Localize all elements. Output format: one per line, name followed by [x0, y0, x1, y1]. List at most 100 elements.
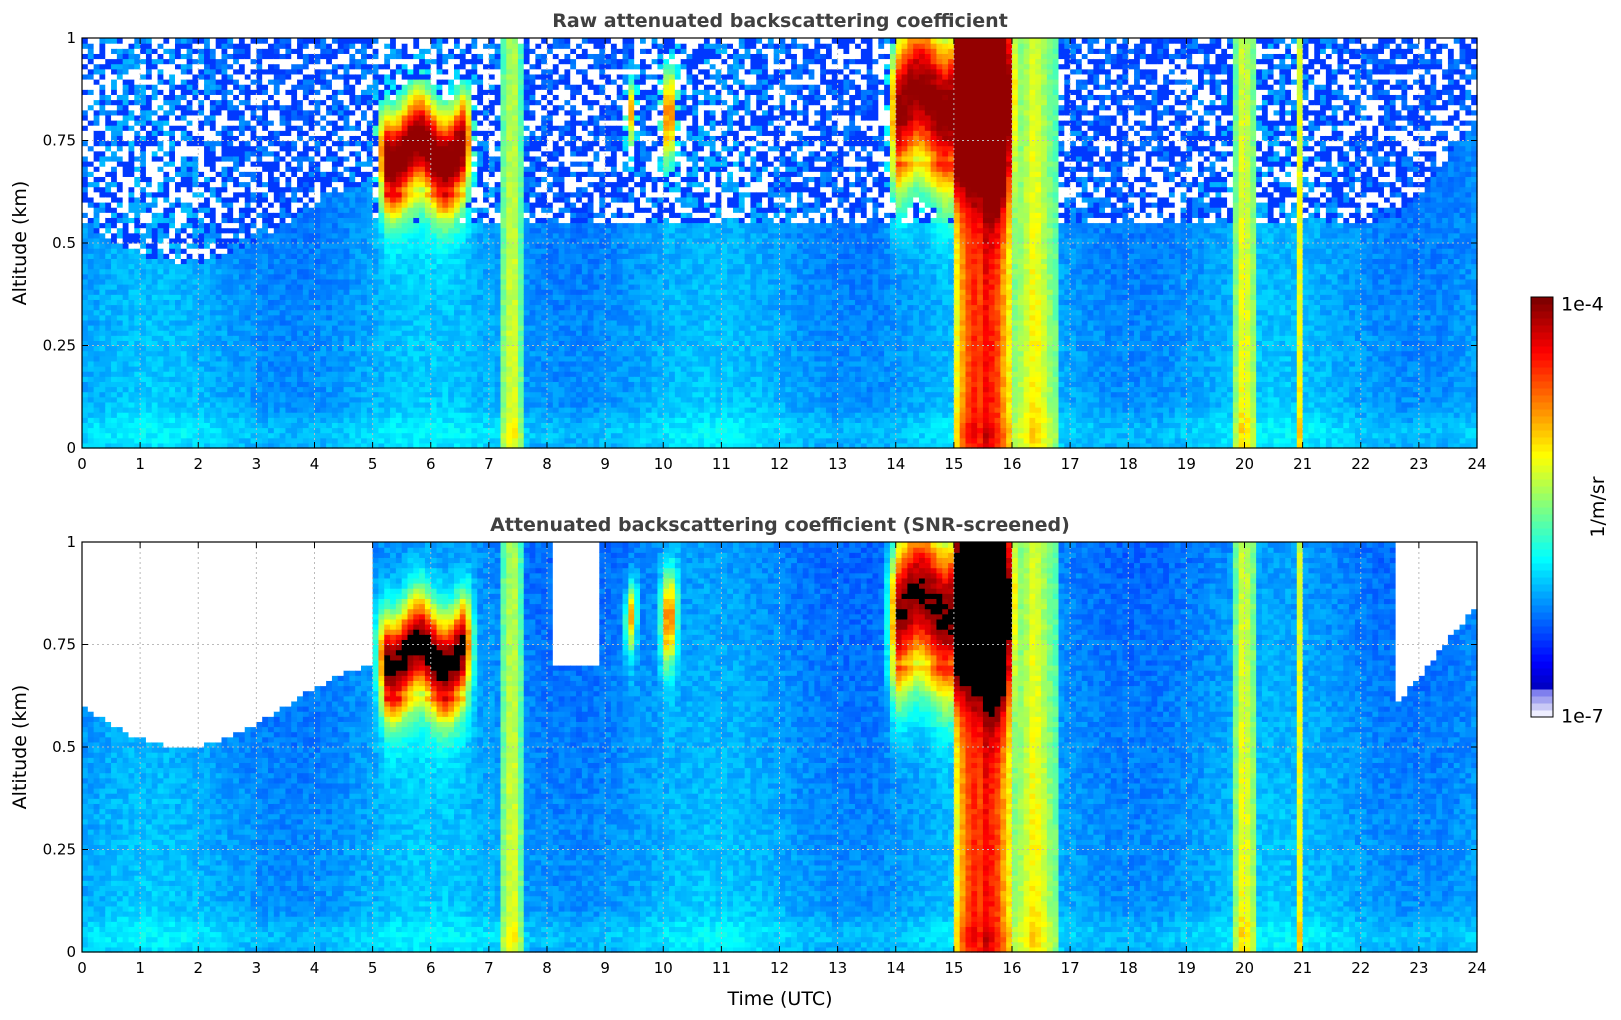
heatmap-cell [256, 309, 263, 316]
heatmap-cell [477, 284, 484, 290]
heatmap-cell [465, 84, 473, 90]
heatmap-cell [180, 84, 188, 95]
heatmap-cell [227, 130, 234, 136]
heatmap-cell [454, 360, 461, 367]
heatmap-cell [134, 437, 141, 444]
heatmap-cell [407, 294, 414, 300]
heatmap-cell [320, 371, 327, 377]
heatmap-cell [93, 258, 101, 265]
heatmap-cell [122, 68, 130, 75]
panel-1-title: Raw attenuated backscattering coefficien… [552, 10, 1008, 32]
heatmap-cell [163, 181, 170, 198]
heatmap-cell [349, 294, 356, 300]
heatmap-cell [302, 340, 310, 347]
heatmap-cell [419, 104, 426, 111]
heatmap-cell [111, 268, 118, 275]
heatmap-cell [169, 417, 176, 423]
heatmap-cell [314, 248, 321, 254]
heatmap-cell [111, 43, 118, 49]
heatmap-cell [395, 227, 403, 234]
heatmap-cell [116, 381, 124, 388]
heatmap-cell [262, 207, 269, 213]
heatmap-cell [483, 43, 490, 49]
heatmap-cell [175, 391, 182, 398]
heatmap-cell [419, 427, 426, 434]
heatmap-cell [459, 325, 467, 331]
heatmap-cell [180, 94, 188, 101]
heatmap-cell [395, 99, 403, 106]
heatmap-cell [151, 442, 159, 449]
heatmap-cell [273, 360, 281, 367]
heatmap-cell [145, 145, 153, 177]
heatmap-cell [134, 196, 141, 203]
heatmap-cell [291, 114, 298, 121]
heatmap-cell [337, 319, 345, 326]
heatmap-cell [238, 58, 246, 65]
heatmap-cell [209, 222, 217, 229]
heatmap-cell [355, 94, 362, 101]
heatmap-cell [238, 243, 246, 249]
heatmap-cell [151, 304, 159, 311]
heatmap-cell [87, 237, 95, 244]
heatmap-cell [215, 386, 223, 393]
heatmap-cell [99, 340, 106, 347]
heatmap-cell [256, 330, 263, 336]
heatmap-cell [320, 243, 327, 249]
heatmap-cell [122, 284, 130, 290]
heatmap-cell [256, 427, 263, 434]
heatmap-cell [238, 104, 246, 111]
heatmap-cell [424, 386, 432, 393]
heatmap-cell [192, 371, 199, 377]
heatmap-cell [349, 330, 356, 336]
heatmap-cell [331, 73, 339, 80]
heatmap-cell [413, 232, 420, 239]
heatmap-cell [105, 437, 112, 444]
heatmap-cell [198, 396, 205, 403]
heatmap-cell [314, 422, 321, 429]
heatmap-cell [349, 319, 356, 326]
heatmap-cell [366, 371, 374, 377]
heatmap-cell [192, 325, 199, 331]
heatmap-cell [233, 417, 240, 423]
heatmap-cell [105, 350, 112, 357]
heatmap-cell [233, 248, 240, 254]
heatmap-cell [175, 181, 182, 193]
heatmap-cell [308, 360, 316, 367]
heatmap-cell [209, 412, 217, 418]
heatmap-cell [459, 386, 467, 393]
heatmap-cell [337, 309, 345, 316]
heatmap-cell [279, 48, 287, 54]
heatmap-cell [140, 386, 147, 393]
heatmap-cell [180, 284, 188, 290]
heatmap-cell [366, 294, 374, 306]
heatmap-cell [186, 360, 194, 367]
heatmap-cell [209, 227, 217, 234]
heatmap-cell [349, 284, 356, 290]
heatmap-cell [326, 391, 333, 398]
heatmap-cell [215, 186, 223, 198]
heatmap-cell [459, 94, 467, 101]
heatmap-cell [87, 68, 95, 75]
heatmap-cell [175, 366, 182, 372]
heatmap-cell [128, 248, 135, 254]
heatmap-cell [175, 258, 182, 265]
heatmap-cell [413, 53, 420, 60]
heatmap-cell [297, 58, 304, 65]
heatmap-cell [355, 38, 362, 44]
heatmap-cell [279, 412, 287, 418]
heatmap-cell [413, 401, 420, 408]
heatmap-cell [256, 248, 263, 254]
heatmap-cell [268, 391, 275, 398]
heatmap-cell [361, 417, 368, 423]
heatmap-cell [175, 325, 182, 331]
heatmap-cell [442, 222, 449, 229]
heatmap-cell [134, 263, 141, 270]
heatmap-cell [326, 412, 333, 418]
heatmap-cell [227, 309, 234, 316]
heatmap-cell [122, 432, 130, 439]
heatmap-cell [320, 125, 327, 131]
heatmap-cell [279, 196, 287, 203]
heatmap-cell [186, 176, 194, 193]
heatmap-cell [448, 120, 455, 126]
heatmap-cell [326, 202, 333, 208]
